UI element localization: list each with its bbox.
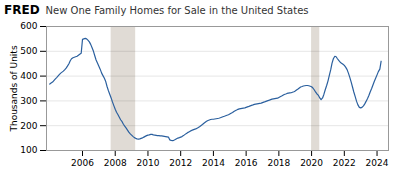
svg-text:2006: 2006 bbox=[71, 158, 94, 168]
svg-text:200: 200 bbox=[20, 121, 37, 131]
html-text:FRED: FRED bbox=[4, 3, 40, 17]
svg-text:2018: 2018 bbox=[267, 158, 290, 168]
svg-text:600: 600 bbox=[20, 21, 37, 31]
svg-text:300: 300 bbox=[20, 96, 37, 106]
svg-text:2022: 2022 bbox=[333, 158, 356, 168]
svg-text:100: 100 bbox=[20, 145, 37, 155]
svg-text:2014: 2014 bbox=[202, 158, 225, 168]
svg-text:Thousands of Units: Thousands of Units bbox=[9, 45, 19, 132]
html-text:New One Family Homes for Sale: New One Family Homes for Sale in the Uni… bbox=[45, 5, 309, 16]
svg-text:500: 500 bbox=[20, 46, 37, 56]
svg-text:2010: 2010 bbox=[137, 158, 160, 168]
svg-text:2020: 2020 bbox=[300, 158, 323, 168]
svg-text:400: 400 bbox=[20, 71, 37, 81]
svg-text:2024: 2024 bbox=[366, 158, 389, 168]
svg-text:2012: 2012 bbox=[169, 158, 192, 168]
svg-text:2016: 2016 bbox=[235, 158, 258, 168]
svg-text:2008: 2008 bbox=[104, 158, 127, 168]
